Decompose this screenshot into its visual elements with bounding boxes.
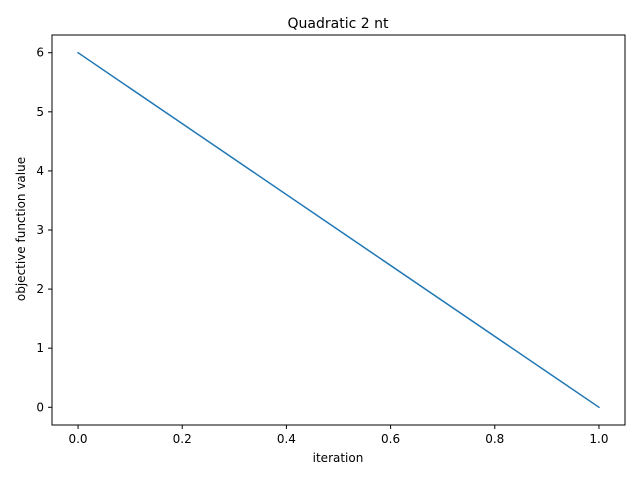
- x-tick-label: 0.2: [173, 432, 192, 446]
- y-tick-label: 6: [36, 46, 44, 60]
- y-tick-label: 4: [36, 164, 44, 178]
- y-tick-label: 0: [36, 400, 44, 414]
- y-axis-label: objective function value: [14, 157, 28, 301]
- series-layer: [77, 51, 600, 409]
- x-tick-label: 1.0: [589, 432, 608, 446]
- series-line: [77, 51, 600, 409]
- y-tick-label: 1: [36, 341, 44, 355]
- chart-title: Quadratic 2 nt: [288, 16, 389, 32]
- y-tick-label: 2: [36, 282, 44, 296]
- y-tick-label: 5: [36, 105, 44, 119]
- x-axis: 0.0 0.2 0.4 0.6 0.8 1.0: [68, 425, 609, 446]
- y-axis: 0 1 2 3 4 5 6: [36, 46, 52, 414]
- x-tick-label: 0.8: [485, 432, 504, 446]
- x-tick-label: 0.4: [277, 432, 296, 446]
- y-tick-label: 3: [36, 223, 44, 237]
- x-tick-label: 0.6: [381, 432, 400, 446]
- x-axis-label: iteration: [313, 451, 364, 465]
- x-tick-label: 0.0: [68, 432, 87, 446]
